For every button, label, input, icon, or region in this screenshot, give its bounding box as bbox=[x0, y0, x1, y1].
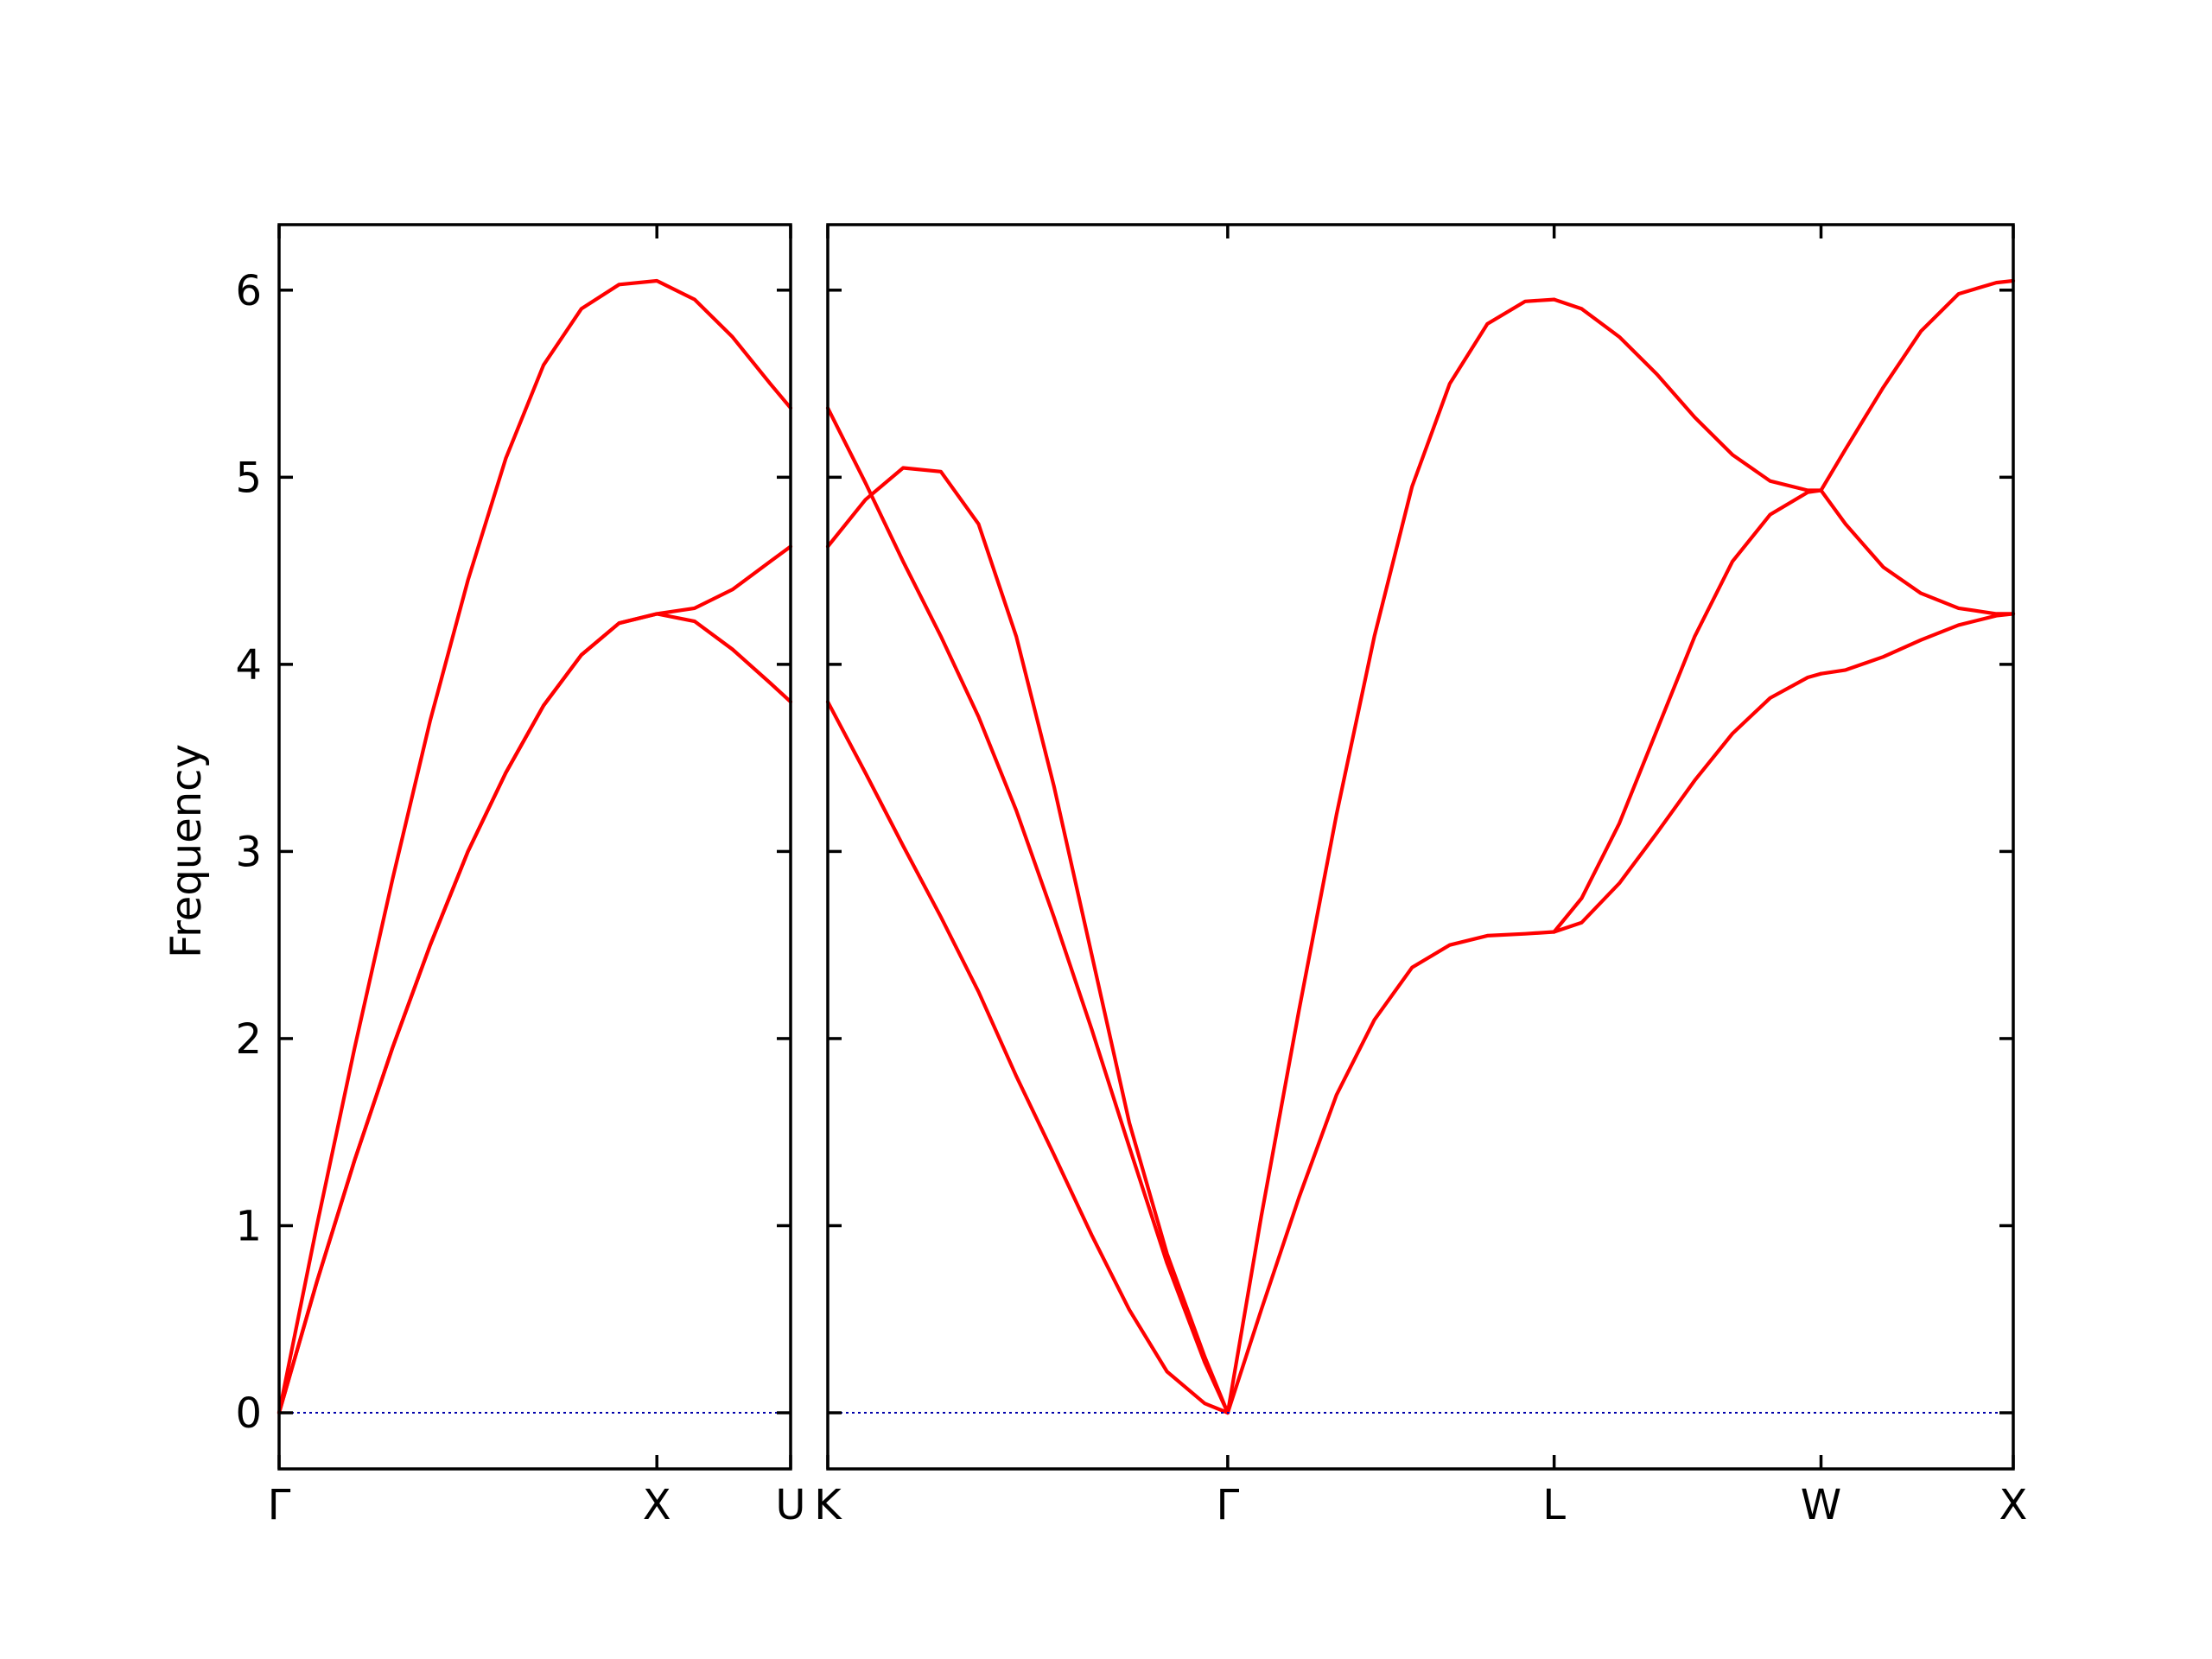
panel-0-band-0 bbox=[276, 278, 793, 1415]
x-tick-label: X bbox=[1999, 1481, 2028, 1529]
panel-1-band-0 bbox=[825, 406, 1230, 1415]
panel-1-frame bbox=[826, 223, 2015, 1471]
panel-0-frame bbox=[277, 223, 792, 1471]
x-tick-label: Γ bbox=[268, 1481, 291, 1529]
y-tick-label: 6 bbox=[235, 267, 262, 315]
x-tick-label: U bbox=[775, 1481, 805, 1529]
panel-0-band-2 bbox=[276, 544, 793, 1415]
panel-1-band-6 bbox=[1552, 488, 1823, 934]
panel-1-band-5 bbox=[1552, 297, 1823, 493]
panel-1-band-1 bbox=[825, 700, 1230, 1415]
panel-1-band-4 bbox=[1225, 930, 1556, 1415]
panel-1-band-2 bbox=[825, 466, 1230, 1415]
y-tick-label: 3 bbox=[235, 828, 262, 876]
y-tick-label: 0 bbox=[235, 1389, 262, 1438]
y-tick-label: 1 bbox=[235, 1202, 262, 1250]
x-tick-label: X bbox=[643, 1481, 671, 1529]
panel-1-band-7 bbox=[1552, 671, 1823, 934]
panel-1-band-9 bbox=[1819, 488, 2016, 616]
panel-0-band-1 bbox=[276, 612, 793, 1415]
x-tick-label: Γ bbox=[1216, 1481, 1239, 1529]
x-tick-label: L bbox=[1542, 1481, 1566, 1529]
panel-1-band-8 bbox=[1819, 278, 2016, 493]
y-axis-label: Frequency bbox=[162, 744, 211, 958]
x-tick-label: K bbox=[814, 1481, 842, 1529]
y-tick-label: 5 bbox=[235, 454, 262, 502]
panel-1-band-10 bbox=[1819, 612, 2016, 676]
y-tick-label: 4 bbox=[235, 641, 262, 690]
panel-1-band-3 bbox=[1225, 297, 1556, 1415]
left-panel: 0 1 2 3 4 5 6 Γ X U bbox=[235, 223, 806, 1529]
y-tick-label: 2 bbox=[235, 1015, 262, 1064]
x-tick-label: W bbox=[1801, 1481, 1841, 1529]
